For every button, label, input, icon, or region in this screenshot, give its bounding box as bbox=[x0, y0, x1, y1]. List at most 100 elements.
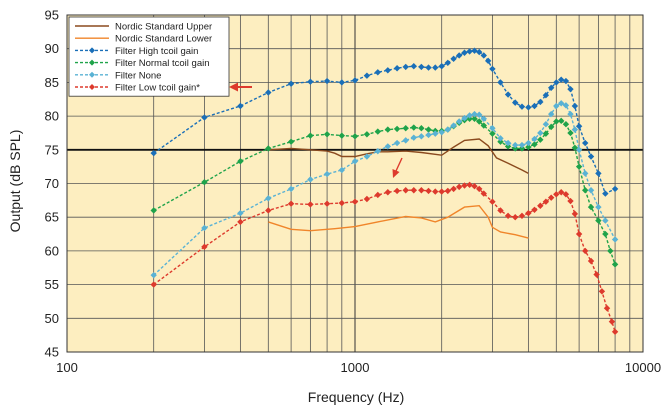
data-point bbox=[575, 146, 583, 153]
data-point bbox=[384, 189, 392, 196]
legend-swatch-marker bbox=[89, 71, 95, 78]
legend-item-high: Filter High tcoil gain bbox=[75, 46, 198, 57]
data-point bbox=[525, 143, 532, 151]
data-point bbox=[531, 206, 538, 213]
data-point bbox=[582, 139, 589, 147]
data-point bbox=[384, 67, 392, 74]
data-point bbox=[418, 187, 425, 194]
y-axis-title: Output (dB SPL) bbox=[7, 130, 23, 233]
data-point bbox=[237, 218, 244, 226]
legend-item-low: Filter Low tcoil gain* bbox=[75, 83, 200, 94]
data-point bbox=[593, 271, 600, 278]
data-point bbox=[150, 207, 157, 214]
data-point bbox=[518, 103, 526, 110]
legend-box bbox=[68, 16, 230, 97]
data-point bbox=[363, 153, 371, 160]
data-point bbox=[425, 126, 432, 133]
data-point bbox=[374, 147, 382, 155]
data-point bbox=[547, 194, 555, 201]
data-point bbox=[480, 115, 487, 122]
data-point bbox=[476, 48, 483, 56]
data-point bbox=[338, 132, 346, 139]
data-point bbox=[531, 102, 538, 110]
y-tick-label: 45 bbox=[45, 345, 59, 360]
legend-label: Filter Low tcoil gain* bbox=[115, 83, 200, 94]
data-point bbox=[201, 243, 208, 251]
data-point bbox=[537, 136, 544, 143]
data-point bbox=[562, 77, 570, 85]
data-point bbox=[611, 261, 619, 268]
data-point bbox=[611, 328, 619, 335]
data-point bbox=[553, 191, 560, 198]
x-tick-label: 10000 bbox=[625, 360, 661, 375]
data-point bbox=[402, 137, 409, 144]
data-point bbox=[547, 123, 555, 131]
data-point bbox=[480, 122, 487, 129]
data-point bbox=[607, 247, 614, 255]
data-point bbox=[150, 149, 157, 157]
data-point bbox=[444, 126, 451, 133]
data-point bbox=[542, 92, 550, 99]
data-point bbox=[432, 130, 439, 137]
series-low bbox=[150, 181, 619, 335]
data-point bbox=[595, 217, 602, 224]
x-tick-label: 1000 bbox=[341, 360, 370, 375]
data-point bbox=[497, 79, 504, 86]
axes: 45 50 55 60 65 70 75 80 85 90 95 100 1000 10000 bbox=[45, 8, 661, 376]
data-point bbox=[480, 52, 487, 59]
legend-label: Nordic Standard Lower bbox=[115, 34, 212, 45]
data-point bbox=[444, 59, 451, 67]
data-point bbox=[201, 114, 208, 121]
legend-label: Filter Normal tcoil gain bbox=[115, 58, 210, 69]
data-point bbox=[480, 190, 487, 197]
data-point bbox=[602, 217, 609, 224]
data-point bbox=[466, 112, 473, 119]
data-point bbox=[471, 115, 478, 122]
data-point bbox=[351, 77, 359, 84]
data-point bbox=[558, 76, 565, 83]
legend-label: Nordic Standard Upper bbox=[115, 22, 212, 33]
data-point bbox=[571, 126, 579, 133]
data-point bbox=[531, 135, 538, 143]
data-point bbox=[466, 181, 473, 189]
data-point bbox=[562, 102, 570, 109]
data-point bbox=[587, 257, 595, 265]
y-tick-label: 65 bbox=[45, 210, 59, 225]
data-point bbox=[587, 153, 595, 160]
legend-item-normal: Filter Normal tcoil gain bbox=[75, 58, 210, 69]
data-point bbox=[384, 126, 392, 133]
data-point bbox=[531, 141, 538, 148]
data-point bbox=[558, 100, 565, 107]
data-point bbox=[455, 118, 463, 125]
data-point bbox=[512, 141, 519, 149]
data-point bbox=[425, 64, 432, 71]
data-point bbox=[537, 98, 544, 106]
data-point bbox=[287, 185, 295, 193]
data-point bbox=[489, 198, 496, 205]
legend-label: Filter High tcoil gain bbox=[115, 46, 198, 57]
y-tick-label: 90 bbox=[45, 41, 59, 56]
data-point bbox=[547, 110, 555, 118]
data-point bbox=[471, 110, 478, 118]
legend-swatch-marker bbox=[89, 84, 95, 90]
data-point bbox=[476, 118, 483, 125]
data-point bbox=[582, 170, 589, 177]
data-point bbox=[438, 188, 445, 195]
legend-item-nordic_upper: Nordic Standard Upper bbox=[75, 22, 212, 33]
data-point bbox=[518, 212, 526, 220]
data-point bbox=[351, 158, 359, 165]
data-point bbox=[438, 63, 445, 70]
data-point bbox=[603, 304, 611, 312]
data-point bbox=[582, 247, 589, 255]
series-line-nordic_upper bbox=[268, 138, 529, 175]
data-point bbox=[497, 135, 504, 142]
legend-arrow-head bbox=[229, 82, 238, 92]
data-point bbox=[307, 176, 314, 183]
data-point bbox=[542, 130, 550, 137]
data-point bbox=[537, 202, 544, 209]
data-point bbox=[567, 110, 574, 118]
data-point bbox=[461, 182, 468, 189]
series-line-nordic_lower bbox=[268, 204, 529, 239]
data-point bbox=[287, 200, 295, 207]
